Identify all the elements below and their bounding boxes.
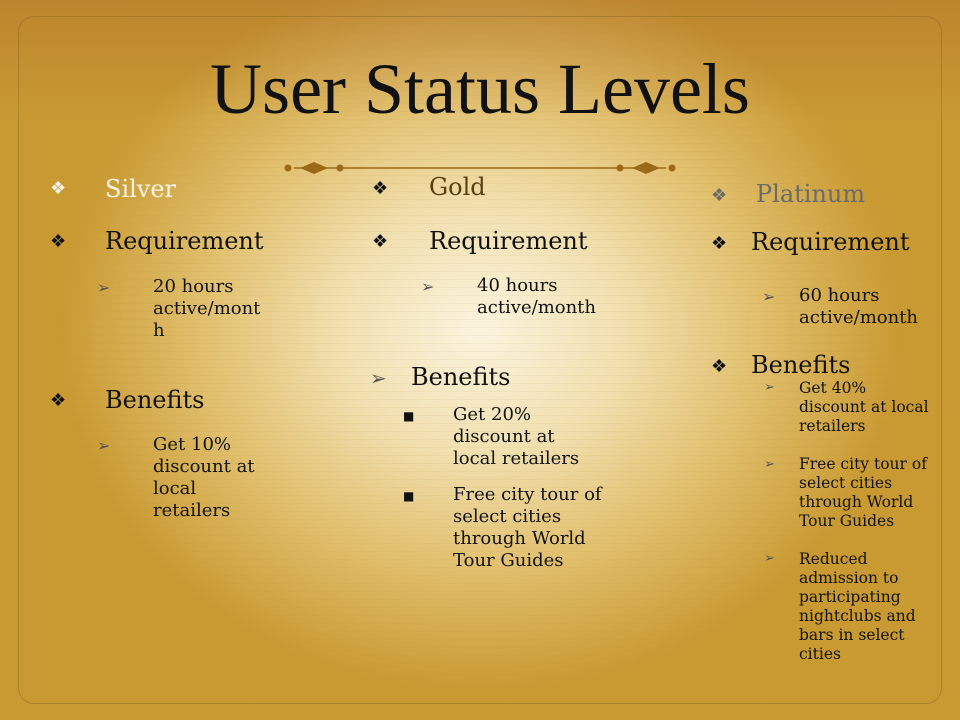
benefit-line: retailers [799,417,866,435]
arrow-bullet-icon: ➢ [97,436,111,455]
square-bullet-icon: ■ [403,409,415,423]
requirement-heading: Requirement [105,227,264,255]
diamond-bullet-icon: ❖ [50,390,67,411]
requirement-line: active/month [799,307,919,328]
arrow-bullet-icon: ➢ [97,278,111,297]
benefits-heading: Benefits [411,363,511,391]
benefit-line: local retailers [453,448,580,469]
arrow-bullet-icon: ➢ [370,366,387,390]
benefit-line: Get 40% [799,379,867,397]
diamond-bullet-icon: ❖ [711,185,728,206]
benefit-line: bars in select [799,626,905,644]
diamond-bullet-icon: ❖ [50,178,67,199]
arrow-bullet-icon: ➢ [764,551,775,566]
benefit-line: admission to [799,569,899,587]
diamond-bullet-icon: ❖ [372,231,389,252]
requirement-line: active/mont [153,298,261,319]
benefit-line: Reduced [799,550,868,568]
benefit-line: nightclubs and [799,607,916,625]
requirement-line: active/month [477,297,597,318]
slide-title: User Status Levels [210,49,750,129]
benefits-heading: Benefits [751,351,851,379]
diamond-bullet-icon: ❖ [711,356,728,377]
requirement-line: 20 hours [153,276,234,297]
benefit-line: select cities [453,506,562,527]
level-name: Silver [105,175,177,203]
diamond-bullet-icon: ❖ [50,231,67,252]
benefit-line: through World [453,528,586,549]
benefit-line: retailers [153,500,231,521]
benefit-line: local [153,478,197,499]
benefit-line: discount at local [799,398,929,416]
benefit-line: Tour Guides [799,512,895,530]
benefits-heading: Benefits [105,386,205,414]
benefit-line: Get 20% [453,404,531,425]
benefit-line: discount at [453,426,555,447]
diamond-bullet-icon: ❖ [372,178,389,199]
requirement-line: 40 hours [477,275,558,296]
arrow-bullet-icon: ➢ [421,277,435,296]
ornament-divider [284,162,676,174]
requirement-line: h [153,320,165,341]
benefit-line: Free city tour of [799,455,927,473]
level-name: Gold [429,173,486,201]
level-name: Platinum [756,180,866,208]
requirement-heading: Requirement [429,227,588,255]
diamond-bullet-icon: ❖ [711,233,728,254]
arrow-bullet-icon: ➢ [764,380,775,395]
arrow-bullet-icon: ➢ [762,287,776,306]
benefit-line: through World [799,493,914,511]
benefit-line: cities [799,645,841,663]
benefit-line: Free city tour of [453,484,602,505]
arrow-bullet-icon: ➢ [764,457,775,472]
benefit-line: Tour Guides [453,550,564,571]
requirement-heading: Requirement [751,228,910,256]
benefit-line: Get 10% [153,434,231,455]
requirement-line: 60 hours [799,285,880,306]
benefit-line: discount at [153,456,255,477]
square-bullet-icon: ■ [403,489,415,503]
benefit-line: select cities [799,474,893,492]
benefit-line: participating [799,588,901,606]
